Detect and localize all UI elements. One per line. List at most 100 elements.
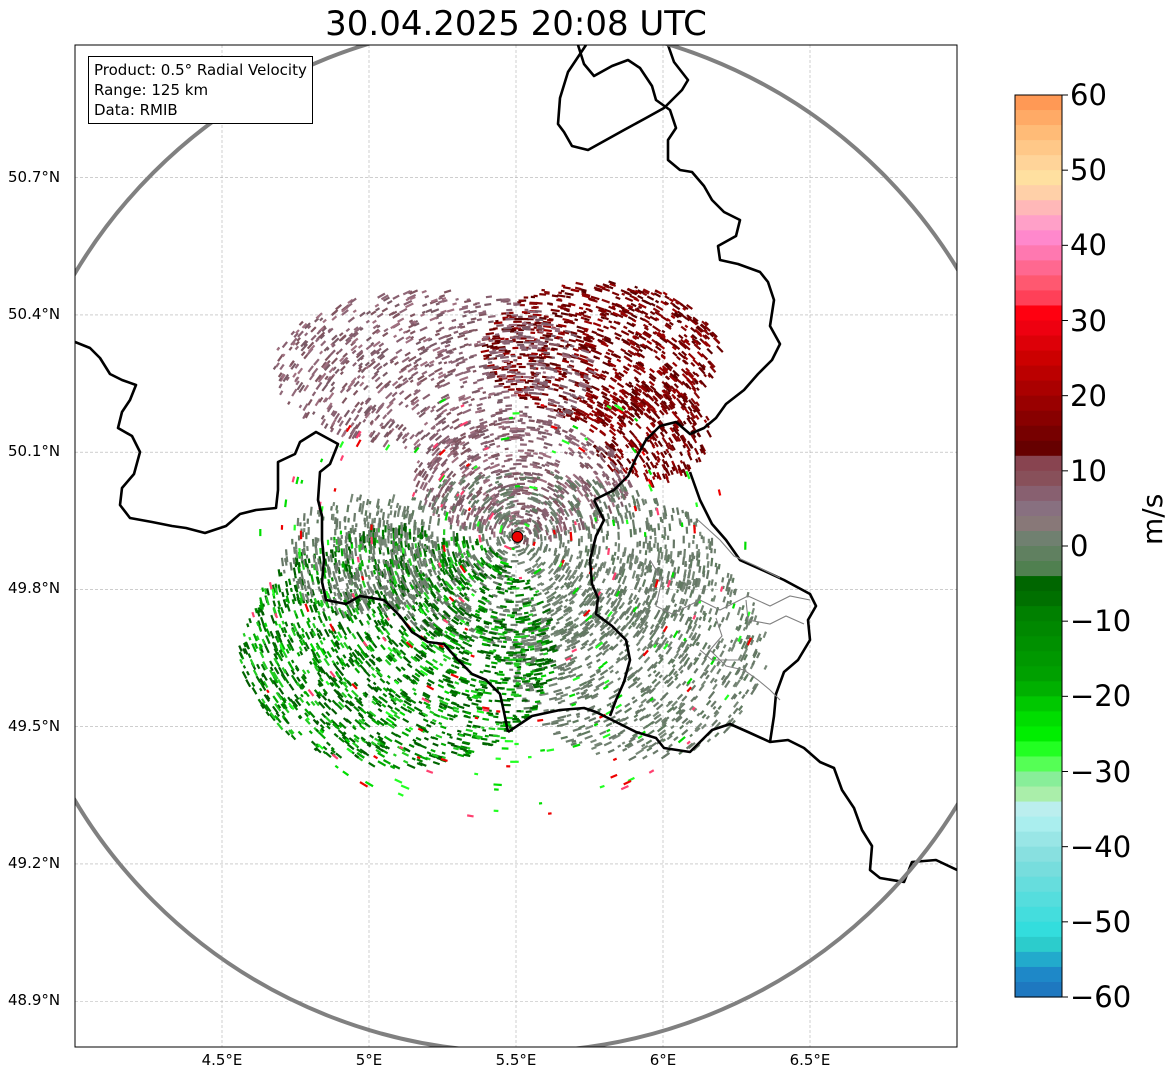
info-box: Product: 0.5° Radial Velocity Range: 125… [88, 56, 313, 124]
colorbar-segment [1015, 696, 1062, 712]
lon-label: 6°E [649, 1051, 677, 1069]
axes-frame [74, 44, 958, 1048]
gridlines [75, 45, 957, 1047]
colorbar-segment [1015, 891, 1062, 908]
lat-label: 49.2°N [8, 853, 61, 872]
colorbar-segment [1015, 786, 1062, 803]
colorbar-segment [1015, 636, 1062, 652]
colorbar-segment [1015, 561, 1062, 577]
lon-label: 4.5°E [201, 1051, 243, 1069]
colorbar-segment [1015, 95, 1062, 111]
colorbar-tick-label: 40 [1070, 228, 1107, 263]
colorbar-segment [1015, 395, 1062, 412]
colorbar-tick-label: −40 [1070, 829, 1132, 864]
colorbar-segment [1015, 350, 1062, 367]
colorbar-segment [1015, 666, 1062, 682]
colorbar-segment [1015, 425, 1062, 442]
colorbar-segment [1015, 260, 1062, 276]
border-de-fr [688, 471, 818, 743]
info-data: Data: RMIB [94, 101, 178, 119]
colorbar-segment [1015, 831, 1062, 848]
colorbar-segment [1015, 726, 1062, 743]
colorbar-segment [1015, 966, 1062, 983]
colorbar-segment [1015, 951, 1062, 968]
lon-label: 5°E [355, 1051, 383, 1069]
colorbar-segment [1015, 230, 1062, 246]
colorbar-segment [1015, 546, 1062, 562]
colorbar-tick-label: 30 [1070, 303, 1107, 338]
colorbar-segment [1015, 140, 1062, 156]
colorbar-tick-label: −10 [1070, 604, 1132, 639]
colorbar-tick-label: 20 [1070, 378, 1107, 413]
colorbar-segment [1015, 861, 1062, 878]
lat-label: 49.8°N [8, 579, 61, 598]
colorbar-segment [1015, 876, 1062, 893]
colorbar-segment [1015, 215, 1062, 231]
admin-borders [649, 519, 811, 701]
colorbar-tick-label: 10 [1070, 453, 1107, 488]
colorbar-segment [1015, 515, 1062, 532]
colorbar-segment [1015, 245, 1062, 261]
colorbar-segment [1015, 200, 1062, 216]
border-lux [507, 706, 957, 884]
lat-label: 50.4°N [8, 304, 61, 323]
colorbar-segment [1015, 485, 1062, 502]
colorbar-segment [1015, 576, 1062, 592]
colorbar-segment [1015, 906, 1062, 923]
country-borders [75, 45, 957, 884]
colorbar-segment [1015, 681, 1062, 697]
border-nl-de [556, 45, 690, 152]
colorbar-segment [1015, 470, 1062, 487]
colorbar-tick-label: 60 [1070, 78, 1107, 112]
colorbar-segment [1015, 651, 1062, 667]
colorbar-segment [1015, 530, 1062, 547]
colorbar-segment [1015, 170, 1062, 186]
colorbar-segment [1015, 365, 1062, 382]
map-title: 30.04.2025 20:08 UTC [325, 4, 707, 44]
radar-echoes [238, 280, 768, 818]
colorbar-segment [1015, 305, 1062, 322]
colorbar-segment [1015, 440, 1062, 457]
colorbar-tick-label: −60 [1070, 980, 1132, 1014]
colorbar-segment [1015, 606, 1062, 622]
lon-label: 6.5°E [789, 1051, 831, 1069]
colorbar-segment [1015, 275, 1062, 292]
info-range: Range: 125 km [94, 81, 209, 99]
border-be-de-east [576, 45, 782, 502]
colorbar [1014, 94, 1063, 998]
border-be-fr-west [75, 340, 510, 733]
colorbar-segment [1015, 155, 1062, 171]
colorbar-tick-marks [1062, 94, 1068, 998]
colorbar-segment [1015, 125, 1062, 141]
colorbar-segment [1015, 185, 1062, 201]
colorbar-segment [1015, 455, 1062, 472]
info-product: Product: 0.5° Radial Velocity [94, 61, 307, 79]
radar-site-marker [511, 530, 524, 543]
border-be-lu [588, 499, 632, 717]
colorbar-segment [1015, 981, 1062, 998]
colorbar-segment [1015, 380, 1062, 397]
lon-label: 5.5°E [495, 1051, 537, 1069]
colorbar-segment [1015, 591, 1062, 607]
colorbar-label: m/s [1136, 493, 1169, 545]
colorbar-tick-label: −30 [1070, 754, 1132, 789]
colorbar-segment [1015, 801, 1062, 818]
colorbar-segment [1015, 711, 1062, 727]
colorbar-segment [1015, 771, 1062, 788]
lat-label: 49.5°N [8, 716, 61, 735]
colorbar-segment [1015, 816, 1062, 833]
lat-label: 50.1°N [8, 442, 61, 461]
colorbar-segment [1015, 921, 1062, 938]
colorbar-tick-label: 0 [1070, 529, 1089, 563]
colorbar-segment [1015, 756, 1062, 773]
colorbar-segment [1015, 741, 1062, 758]
colorbar-segment [1015, 320, 1062, 337]
colorbar-segment [1015, 500, 1062, 517]
colorbar-segment [1015, 410, 1062, 427]
lat-label: 48.9°N [8, 991, 61, 1010]
colorbar-segment [1015, 290, 1062, 307]
colorbar-segment [1015, 936, 1062, 953]
lat-label: 50.7°N [8, 167, 61, 186]
colorbar-segment [1015, 621, 1062, 637]
